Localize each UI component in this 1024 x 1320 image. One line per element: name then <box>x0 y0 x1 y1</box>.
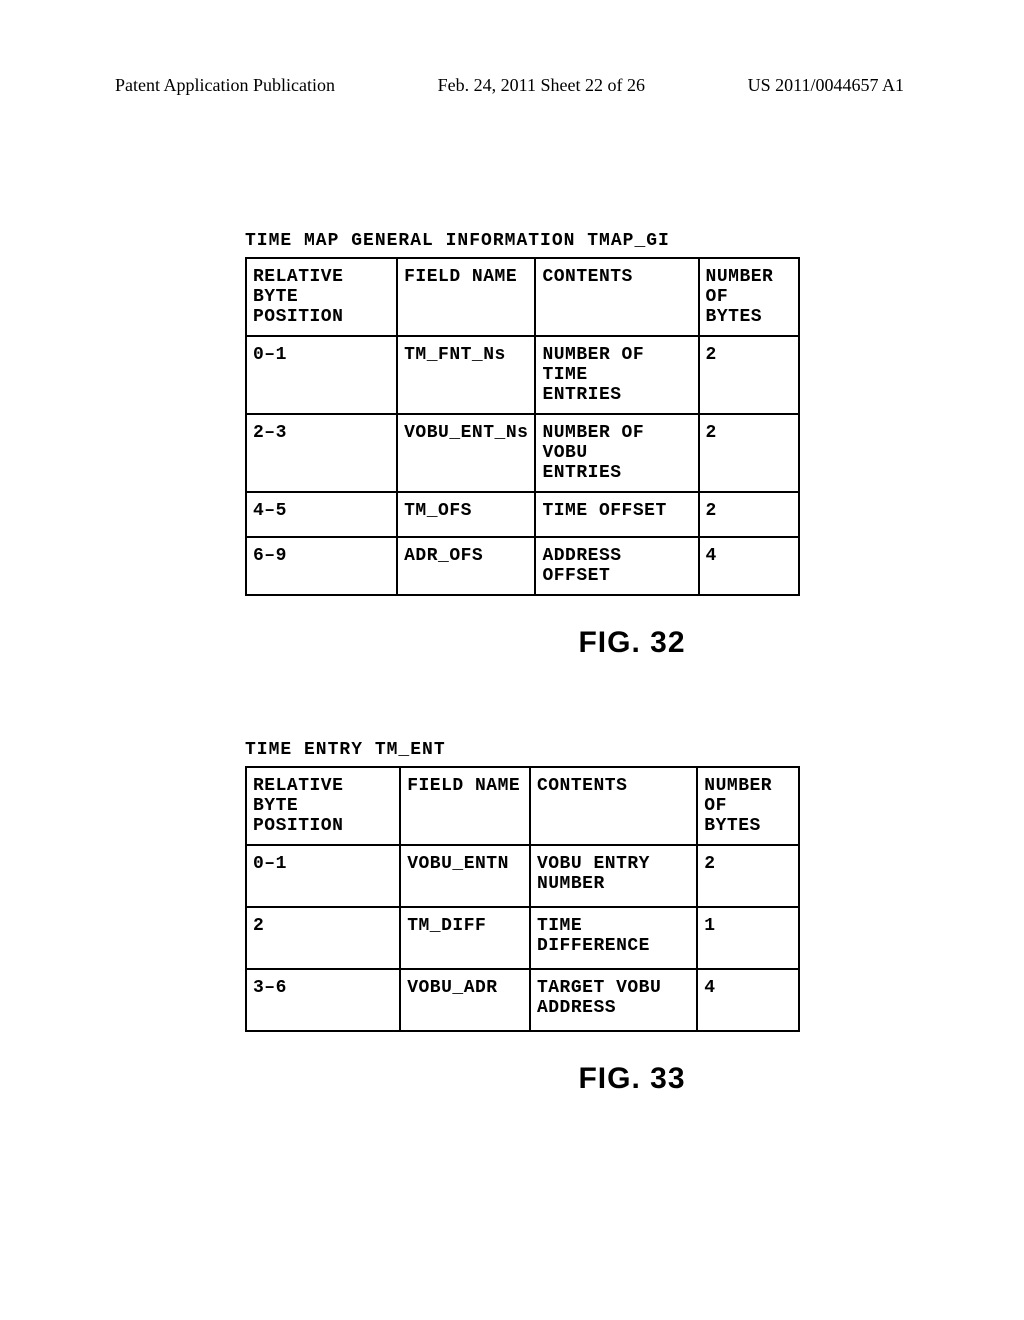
cell-position: 4–5 <box>246 492 397 537</box>
cell-bytes: 2 <box>697 845 799 907</box>
header-left: Patent Application Publication <box>115 75 335 96</box>
cell-contents: VOBU ENTRYNUMBER <box>530 845 697 907</box>
table-row: 2–3 VOBU_ENT_Ns NUMBER OF VOBUENTRIES 2 <box>246 414 799 492</box>
tmap-gi-table: RELATIVE BYTEPOSITION FIELD NAME CONTENT… <box>245 257 800 596</box>
cell-field: TM_OFS <box>397 492 535 537</box>
page-header: Patent Application Publication Feb. 24, … <box>0 0 1024 96</box>
cell-field: TM_DIFF <box>400 907 530 969</box>
table-row: 6–9 ADR_OFS ADDRESS OFFSET 4 <box>246 537 799 595</box>
table-row: 4–5 TM_OFS TIME OFFSET 2 <box>246 492 799 537</box>
cell-field: VOBU_ENT_Ns <box>397 414 535 492</box>
cell-position: 2 <box>246 907 400 969</box>
cell-bytes: 4 <box>699 537 799 595</box>
cell-bytes: 2 <box>699 414 799 492</box>
cell-contents: NUMBER OF VOBUENTRIES <box>535 414 698 492</box>
figure-33-section: TIME ENTRY TM_ENT RELATIVE BYTEPOSITION … <box>245 740 1024 1096</box>
table-header-field: FIELD NAME <box>400 767 530 845</box>
cell-bytes: 1 <box>697 907 799 969</box>
cell-contents: TARGET VOBUADDRESS <box>530 969 697 1031</box>
table-row: 0–1 TM_FNT_Ns NUMBER OF TIMEENTRIES 2 <box>246 336 799 414</box>
cell-bytes: 2 <box>699 492 799 537</box>
figure-32-section: TIME MAP GENERAL INFORMATION TMAP_GI REL… <box>245 231 1024 660</box>
table-header-contents: CONTENTS <box>535 258 698 336</box>
cell-position: 2–3 <box>246 414 397 492</box>
cell-field: VOBU_ADR <box>400 969 530 1031</box>
cell-contents: ADDRESS OFFSET <box>535 537 698 595</box>
table-row: 3–6 VOBU_ADR TARGET VOBUADDRESS 4 <box>246 969 799 1031</box>
cell-bytes: 2 <box>699 336 799 414</box>
figure-33-caption: FIG. 33 <box>240 1062 1024 1096</box>
figure-32-caption: FIG. 32 <box>240 626 1024 660</box>
table-row: 2 TM_DIFF TIMEDIFFERENCE 1 <box>246 907 799 969</box>
cell-position: 3–6 <box>246 969 400 1031</box>
cell-position: 6–9 <box>246 537 397 595</box>
cell-field: ADR_OFS <box>397 537 535 595</box>
cell-field: VOBU_ENTN <box>400 845 530 907</box>
tm-ent-table: RELATIVE BYTEPOSITION FIELD NAME CONTENT… <box>245 766 800 1032</box>
table-header-contents: CONTENTS <box>530 767 697 845</box>
header-right: US 2011/0044657 A1 <box>748 75 904 96</box>
cell-position: 0–1 <box>246 845 400 907</box>
cell-contents: NUMBER OF TIMEENTRIES <box>535 336 698 414</box>
cell-bytes: 4 <box>697 969 799 1031</box>
table-header-position: RELATIVE BYTEPOSITION <box>246 767 400 845</box>
table-header-bytes: NUMBER OFBYTES <box>697 767 799 845</box>
header-center: Feb. 24, 2011 Sheet 22 of 26 <box>438 75 645 96</box>
table-1-title: TIME MAP GENERAL INFORMATION TMAP_GI <box>245 231 1024 251</box>
table-2-title: TIME ENTRY TM_ENT <box>245 740 1024 760</box>
cell-contents: TIME OFFSET <box>535 492 698 537</box>
table-header-field: FIELD NAME <box>397 258 535 336</box>
table-header-bytes: NUMBER OFBYTES <box>699 258 799 336</box>
cell-field: TM_FNT_Ns <box>397 336 535 414</box>
table-header-position: RELATIVE BYTEPOSITION <box>246 258 397 336</box>
cell-contents: TIMEDIFFERENCE <box>530 907 697 969</box>
cell-position: 0–1 <box>246 336 397 414</box>
table-row: 0–1 VOBU_ENTN VOBU ENTRYNUMBER 2 <box>246 845 799 907</box>
